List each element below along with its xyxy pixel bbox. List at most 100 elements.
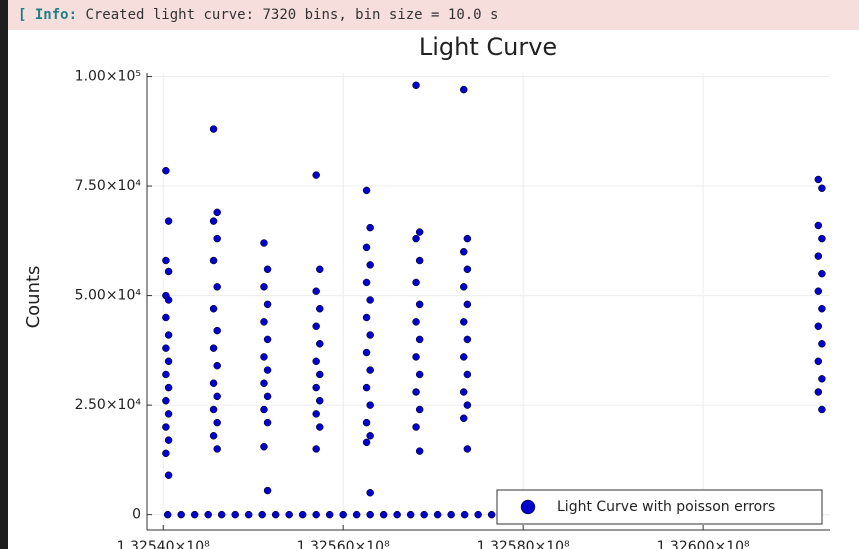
data-point — [412, 318, 420, 326]
y-tick-label: 1.00×10⁵ — [75, 69, 141, 85]
data-point — [415, 256, 424, 265]
data-point — [415, 335, 424, 344]
data-point — [209, 344, 218, 352]
data-point — [366, 261, 374, 269]
data-point — [213, 361, 221, 370]
data-point — [366, 366, 374, 374]
chart-title: Light Curve — [419, 33, 557, 61]
data-point — [312, 410, 320, 418]
data-point — [362, 278, 371, 287]
data-point — [463, 335, 472, 344]
data-point — [379, 510, 388, 519]
data-point — [258, 510, 266, 519]
data-point — [164, 296, 173, 304]
data-point — [412, 388, 420, 396]
data-point — [312, 510, 320, 519]
data-point — [263, 300, 272, 309]
data-point — [164, 436, 173, 444]
data-point — [312, 445, 320, 453]
legend-label: Light Curve with poisson errors — [557, 499, 775, 515]
data-point — [412, 234, 420, 243]
data-point — [433, 510, 442, 519]
data-point — [162, 313, 170, 322]
data-point — [460, 248, 468, 256]
y-axis-label: Counts — [23, 266, 44, 329]
data-point — [412, 423, 420, 431]
data-point — [263, 265, 272, 274]
data-point — [366, 510, 374, 519]
data-point — [362, 438, 371, 447]
data-point — [463, 445, 472, 453]
info-prefix: [ Info: — [18, 7, 78, 23]
data-point — [213, 445, 221, 453]
data-point — [818, 340, 826, 348]
data-point — [818, 184, 826, 192]
data-point — [190, 510, 199, 519]
data-point — [463, 234, 472, 243]
data-point — [460, 85, 468, 94]
data-point — [209, 432, 218, 440]
data-point — [366, 432, 374, 440]
data-point — [162, 370, 170, 379]
data-point — [231, 510, 239, 519]
data-point — [263, 418, 272, 427]
data-point — [164, 410, 173, 418]
data-point — [366, 296, 374, 304]
data-point — [362, 383, 371, 392]
data-point — [814, 221, 823, 230]
data-point — [814, 252, 823, 260]
data-point — [260, 442, 268, 451]
data-point — [213, 392, 221, 401]
data-point — [316, 370, 324, 379]
x-tick-label: 1.32600×10⁸ — [657, 539, 750, 549]
data-point — [162, 396, 170, 405]
x-tick-label: 1.32540×10⁸ — [117, 539, 210, 549]
data-point — [162, 449, 170, 458]
data-point — [460, 353, 468, 361]
data-point — [316, 304, 324, 313]
data-point — [162, 256, 170, 265]
data-point — [362, 313, 371, 322]
data-point — [213, 418, 221, 427]
data-point — [312, 287, 320, 295]
data-point — [213, 326, 221, 335]
data-point — [209, 304, 218, 313]
data-point — [474, 510, 482, 519]
data-point — [244, 510, 253, 519]
data-point — [162, 166, 170, 175]
data-point — [362, 348, 371, 357]
data-point — [814, 175, 823, 184]
data-point — [362, 418, 371, 427]
data-point — [164, 217, 173, 225]
data-point — [213, 283, 221, 291]
data-point — [463, 401, 472, 409]
x-tick-label: 1.32560×10⁸ — [297, 539, 390, 549]
data-point — [217, 510, 226, 519]
data-point — [818, 405, 826, 414]
data-point — [393, 510, 401, 519]
data-point — [177, 510, 185, 519]
data-point — [814, 287, 823, 295]
data-point — [263, 392, 272, 401]
y-tick-label: 5.00×10⁴ — [75, 288, 142, 304]
data-point — [164, 331, 173, 339]
y-tick-label: 0 — [132, 507, 141, 523]
data-point — [209, 125, 218, 133]
info-message: Created light curve: 7320 bins, bin size… — [85, 7, 499, 23]
y-tick-label: 7.50×10⁴ — [75, 178, 142, 194]
data-point — [447, 510, 455, 519]
data-point — [316, 423, 324, 431]
data-point — [316, 340, 324, 348]
data-point — [460, 318, 468, 326]
data-point — [412, 353, 420, 361]
data-point — [209, 405, 218, 414]
data-point — [362, 186, 371, 195]
data-point — [415, 228, 424, 236]
data-point — [312, 383, 320, 392]
chart: Light Curve Counts 0 2.50×10⁴ 5.00×10⁴ 7.50… — [8, 30, 859, 549]
data-point — [209, 217, 218, 225]
data-point — [271, 510, 280, 519]
data-point — [463, 265, 472, 274]
data-point — [460, 283, 468, 291]
